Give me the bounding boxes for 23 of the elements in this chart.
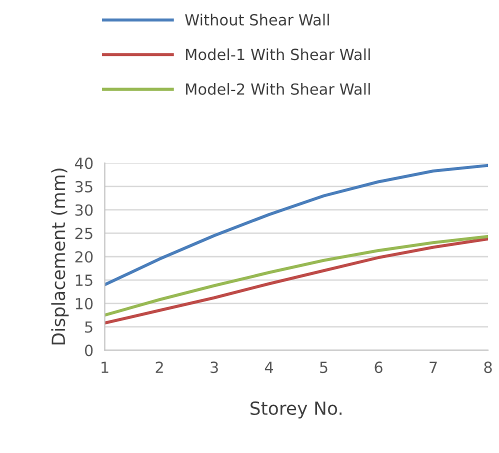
legend-label: Model-2 With Shear Wall — [186, 83, 370, 95]
x-tick-label: 3 — [210, 362, 218, 374]
y-tick-label: 30 — [75, 204, 93, 216]
legend-label: Model-1 With Shear Wall — [186, 48, 370, 60]
x-tick-label: 1 — [102, 362, 108, 373]
line-series — [104, 164, 488, 286]
y-tick-label: 0 — [84, 344, 93, 356]
y-tick-label: 25 — [75, 228, 92, 240]
y-tick-label: 20 — [75, 251, 93, 263]
y-tick-label: 35 — [75, 180, 92, 192]
x-tick-label: 5 — [320, 362, 328, 374]
y-tick-label: 40 — [74, 158, 93, 170]
x-tick-label: 6 — [374, 362, 382, 374]
x-tick-label: 4 — [264, 362, 274, 373]
x-tick-label: 7 — [430, 362, 437, 373]
y-tick-label: 10 — [76, 298, 93, 310]
y-tick-label: 15 — [76, 274, 92, 286]
x-tick-label: 8 — [484, 362, 492, 374]
y-axis-title: Displacement (mm) — [51, 168, 69, 344]
x-axis-title: Storey No. — [250, 401, 342, 419]
y-tick-label: 5 — [85, 321, 92, 333]
legend-label: Without Shear Wall — [185, 14, 329, 26]
x-tick-label: 2 — [156, 362, 163, 373]
